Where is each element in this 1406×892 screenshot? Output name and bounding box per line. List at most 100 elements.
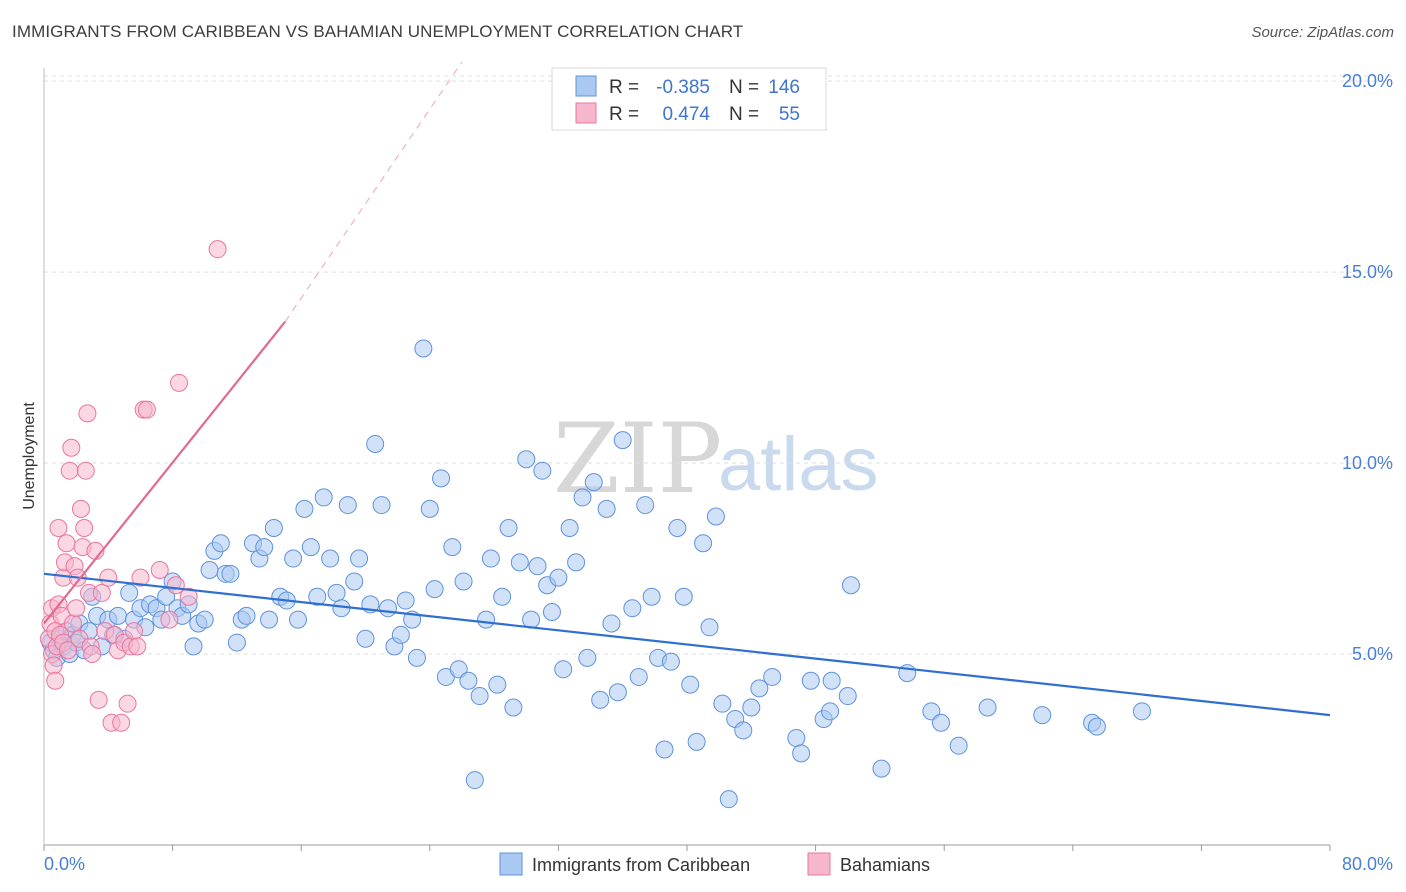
- caribbean-point-34: [200, 560, 219, 579]
- caribbean-point-41: [237, 606, 256, 625]
- caribbean-point-65: [379, 599, 398, 618]
- x-tick-label-max: 80.0%: [1342, 854, 1393, 874]
- legend-box: [551, 67, 827, 131]
- caribbean-point-87: [504, 698, 523, 717]
- caribbean-point-118: [694, 534, 713, 553]
- caribbean-point-132: [821, 702, 840, 721]
- caribbean-point-88: [510, 553, 529, 572]
- y-tick-label-0: 5.0%: [1352, 644, 1393, 664]
- caribbean-point-94: [542, 603, 561, 622]
- bottom-legend-label-1: Immigrants from Caribbean: [532, 855, 750, 875]
- caribbean-point-91: [528, 557, 547, 576]
- caribbean-point-125: [742, 698, 761, 717]
- caribbean-point-120: [706, 507, 725, 526]
- bahamian-point-8: [49, 518, 68, 537]
- caribbean-point-109: [636, 496, 655, 515]
- caribbean-point-133: [822, 671, 841, 690]
- trend-line-bahamians-extension: [284, 61, 463, 323]
- caribbean-point-100: [578, 648, 597, 667]
- bahamian-point-31: [83, 645, 102, 664]
- caribbean-point-122: [719, 790, 738, 809]
- series-legend: Immigrants from Caribbean Bahamians: [499, 852, 930, 876]
- caribbean-point-142: [1033, 706, 1052, 725]
- caribbean-point-85: [493, 587, 512, 606]
- legend-n-value-1: 146: [768, 77, 800, 98]
- caribbean-point-83: [481, 549, 500, 568]
- caribbean-point-144: [1087, 717, 1106, 736]
- bahamian-point-18: [62, 438, 81, 457]
- bahamian-point-52: [170, 373, 189, 392]
- chart-source: Source: ZipAtlas.com: [1251, 24, 1394, 41]
- bahamian-point-33: [89, 690, 108, 709]
- bahamian-point-40: [112, 713, 131, 732]
- legend-r-value-1: -0.385: [656, 77, 710, 98]
- caribbean-point-92: [533, 461, 552, 480]
- caribbean-point-102: [591, 690, 610, 709]
- caribbean-point-70: [407, 648, 426, 667]
- caribbean-point-134: [838, 687, 857, 706]
- caribbean-point-128: [787, 729, 806, 748]
- caribbean-point-129: [792, 744, 811, 763]
- caribbean-point-52: [301, 538, 320, 557]
- caribbean-point-104: [602, 614, 621, 633]
- caribbean-point-103: [597, 499, 616, 518]
- caribbean-point-141: [978, 698, 997, 717]
- caribbean-point-76: [443, 538, 462, 557]
- bahamian-point-45: [128, 637, 147, 656]
- caribbean-point-95: [549, 568, 568, 587]
- caribbean-point-135: [841, 576, 860, 595]
- caribbean-point-67: [391, 625, 410, 644]
- bahamian-point-34: [92, 583, 111, 602]
- bahamian-point-53: [179, 587, 198, 606]
- caribbean-point-64: [372, 496, 391, 515]
- caribbean-point-138: [922, 702, 941, 721]
- caribbean-point-124: [734, 721, 753, 740]
- caribbean-point-106: [613, 431, 632, 450]
- caribbean-point-78: [454, 572, 473, 591]
- caribbean-point-140: [949, 736, 968, 755]
- caribbean-point-96: [554, 660, 573, 679]
- caribbean-point-31: [184, 637, 203, 656]
- caribbean-point-114: [668, 518, 687, 537]
- caribbean-point-45: [260, 610, 279, 629]
- y-tick-labels: 5.0% 10.0% 15.0% 20.0%: [1342, 71, 1393, 664]
- caribbean-point-130: [801, 671, 820, 690]
- caribbean-point-73: [425, 580, 444, 599]
- series-bahamians-points: [39, 240, 227, 732]
- chart-title: IMMIGRANTS FROM CARIBBEAN VS BAHAMIAN UN…: [12, 22, 744, 41]
- bahamian-point-26: [75, 518, 94, 537]
- caribbean-point-117: [687, 732, 706, 751]
- caribbean-point-33: [195, 610, 214, 629]
- x-ticks: [43, 845, 1331, 851]
- legend-r-value-2: 0.474: [662, 104, 710, 125]
- legend-swatch-pink: [575, 102, 597, 124]
- caribbean-point-53: [308, 587, 327, 606]
- y-tick-label-3: 20.0%: [1342, 71, 1393, 91]
- caribbean-point-72: [420, 499, 439, 518]
- caribbean-point-82: [477, 610, 496, 629]
- caribbean-point-98: [567, 553, 586, 572]
- caribbean-point-79: [459, 671, 478, 690]
- bottom-legend-swatch-blue: [499, 852, 523, 876]
- bahamian-point-16: [59, 641, 78, 660]
- caribbean-point-86: [499, 518, 518, 537]
- y-tick-label-2: 15.0%: [1342, 262, 1393, 282]
- caribbean-point-136: [872, 759, 891, 778]
- bahamian-point-54: [208, 240, 227, 259]
- bahamian-point-27: [76, 461, 95, 480]
- caribbean-point-110: [642, 587, 661, 606]
- bahamian-point-49: [150, 560, 169, 579]
- caribbean-point-51: [295, 499, 314, 518]
- caribbean-point-49: [284, 549, 303, 568]
- trend-line-bahamians: [43, 321, 286, 625]
- caribbean-point-56: [327, 583, 346, 602]
- caribbean-point-50: [288, 610, 307, 629]
- caribbean-point-81: [470, 687, 489, 706]
- caribbean-point-63: [366, 434, 385, 453]
- caribbean-point-126: [750, 679, 769, 698]
- legend-r-label-1: R =: [609, 77, 639, 98]
- bahamian-point-19: [63, 614, 82, 633]
- legend-n-label-1: N =: [729, 77, 759, 98]
- trend-lines: [43, 61, 1331, 717]
